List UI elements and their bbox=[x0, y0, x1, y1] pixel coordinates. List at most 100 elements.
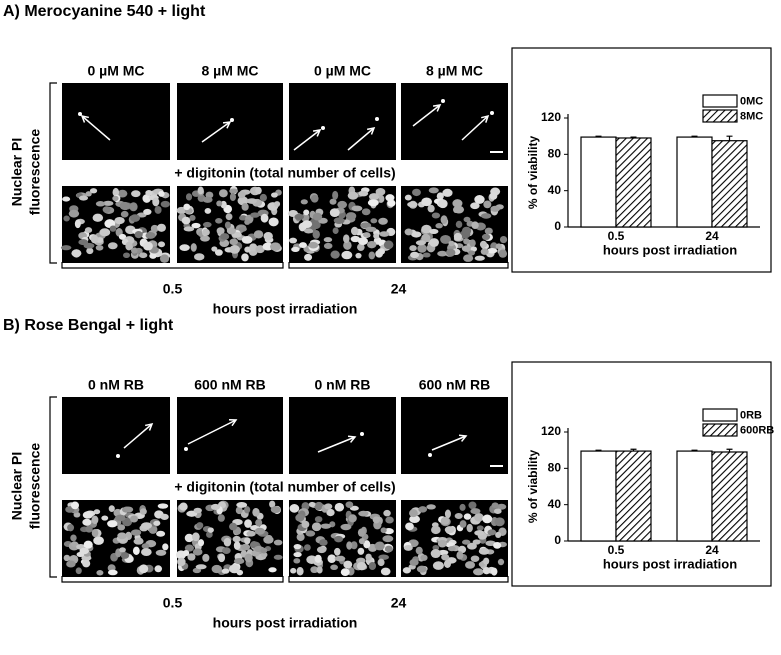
cell bbox=[358, 538, 366, 545]
cell bbox=[268, 567, 277, 573]
cell bbox=[236, 502, 248, 508]
cell bbox=[334, 502, 345, 512]
cell bbox=[85, 525, 93, 533]
cell bbox=[179, 244, 190, 252]
cell bbox=[454, 513, 463, 520]
cell bbox=[368, 193, 380, 200]
cell bbox=[191, 222, 201, 229]
cell bbox=[150, 224, 159, 233]
image-tile bbox=[289, 83, 396, 160]
cell bbox=[294, 213, 304, 221]
cell bbox=[487, 247, 498, 254]
cell bbox=[82, 559, 91, 568]
cell bbox=[350, 541, 358, 550]
y-tick-label: 80 bbox=[548, 461, 562, 475]
cell bbox=[403, 544, 413, 551]
cell bbox=[468, 250, 476, 256]
cell bbox=[493, 542, 502, 549]
arrow bbox=[187, 419, 237, 445]
cell bbox=[112, 187, 120, 197]
bar bbox=[711, 140, 748, 228]
legend-label: 8MC bbox=[740, 110, 763, 122]
cell bbox=[479, 240, 488, 248]
cell bbox=[301, 520, 310, 529]
arrow-head bbox=[432, 104, 442, 112]
cell bbox=[195, 564, 207, 570]
cell bbox=[216, 227, 225, 235]
cell bbox=[192, 567, 202, 574]
cell bbox=[375, 249, 383, 258]
cell bbox=[481, 233, 491, 241]
cell bbox=[158, 190, 165, 197]
cell bbox=[350, 235, 361, 243]
cell bbox=[337, 200, 348, 209]
cell-spot bbox=[428, 453, 432, 457]
cell bbox=[218, 189, 228, 198]
cell bbox=[363, 232, 371, 238]
cell bbox=[63, 554, 71, 562]
cell bbox=[119, 201, 131, 211]
cell bbox=[348, 514, 357, 523]
cell-spot bbox=[184, 447, 188, 451]
cell bbox=[418, 506, 428, 513]
cell bbox=[365, 226, 377, 232]
cell bbox=[432, 561, 444, 570]
cell bbox=[181, 216, 191, 225]
cell bbox=[431, 525, 441, 535]
cell bbox=[469, 239, 476, 247]
cell bbox=[90, 234, 99, 244]
cell bbox=[224, 221, 231, 229]
cell bbox=[480, 248, 489, 255]
cell bbox=[95, 201, 106, 207]
cell bbox=[184, 544, 194, 552]
cell bbox=[466, 523, 473, 533]
cell bbox=[260, 547, 268, 554]
cell bbox=[437, 250, 448, 257]
cell bbox=[191, 532, 200, 542]
cell bbox=[117, 524, 126, 531]
cell bbox=[306, 555, 318, 564]
cell bbox=[420, 554, 428, 561]
arrow-head bbox=[312, 129, 322, 137]
cell bbox=[323, 237, 333, 243]
legend-swatch bbox=[702, 408, 738, 422]
cell bbox=[130, 214, 141, 222]
cell bbox=[220, 233, 230, 240]
cell bbox=[489, 192, 498, 200]
cell bbox=[303, 544, 311, 551]
cell bbox=[217, 514, 225, 522]
cell bbox=[438, 199, 448, 209]
cell bbox=[470, 555, 480, 562]
cell bbox=[158, 241, 166, 248]
cell bbox=[225, 213, 233, 221]
cell bbox=[184, 533, 194, 543]
cell bbox=[377, 558, 385, 567]
cell bbox=[426, 504, 436, 510]
cell bbox=[444, 509, 451, 519]
cell bbox=[290, 567, 297, 574]
cell bbox=[190, 243, 197, 252]
cell bbox=[490, 567, 498, 576]
cell bbox=[324, 503, 333, 510]
arrow-head bbox=[80, 114, 90, 123]
cell bbox=[85, 191, 92, 197]
time-bracket bbox=[61, 576, 284, 583]
cell bbox=[102, 200, 114, 206]
chart-frame bbox=[511, 361, 772, 587]
cell bbox=[83, 540, 93, 549]
cell bbox=[289, 504, 300, 513]
x-label: hours post irradiation bbox=[213, 301, 358, 317]
cell bbox=[202, 553, 210, 562]
cell bbox=[347, 191, 359, 200]
cell bbox=[114, 216, 125, 225]
cell bbox=[244, 537, 251, 545]
cell bbox=[334, 535, 343, 543]
cell bbox=[363, 540, 371, 549]
cell bbox=[229, 188, 239, 194]
bar bbox=[615, 450, 652, 542]
cell bbox=[495, 243, 502, 250]
arrow-head bbox=[228, 418, 238, 427]
cell bbox=[249, 243, 258, 252]
error-bar bbox=[595, 449, 602, 452]
cell bbox=[210, 503, 221, 511]
